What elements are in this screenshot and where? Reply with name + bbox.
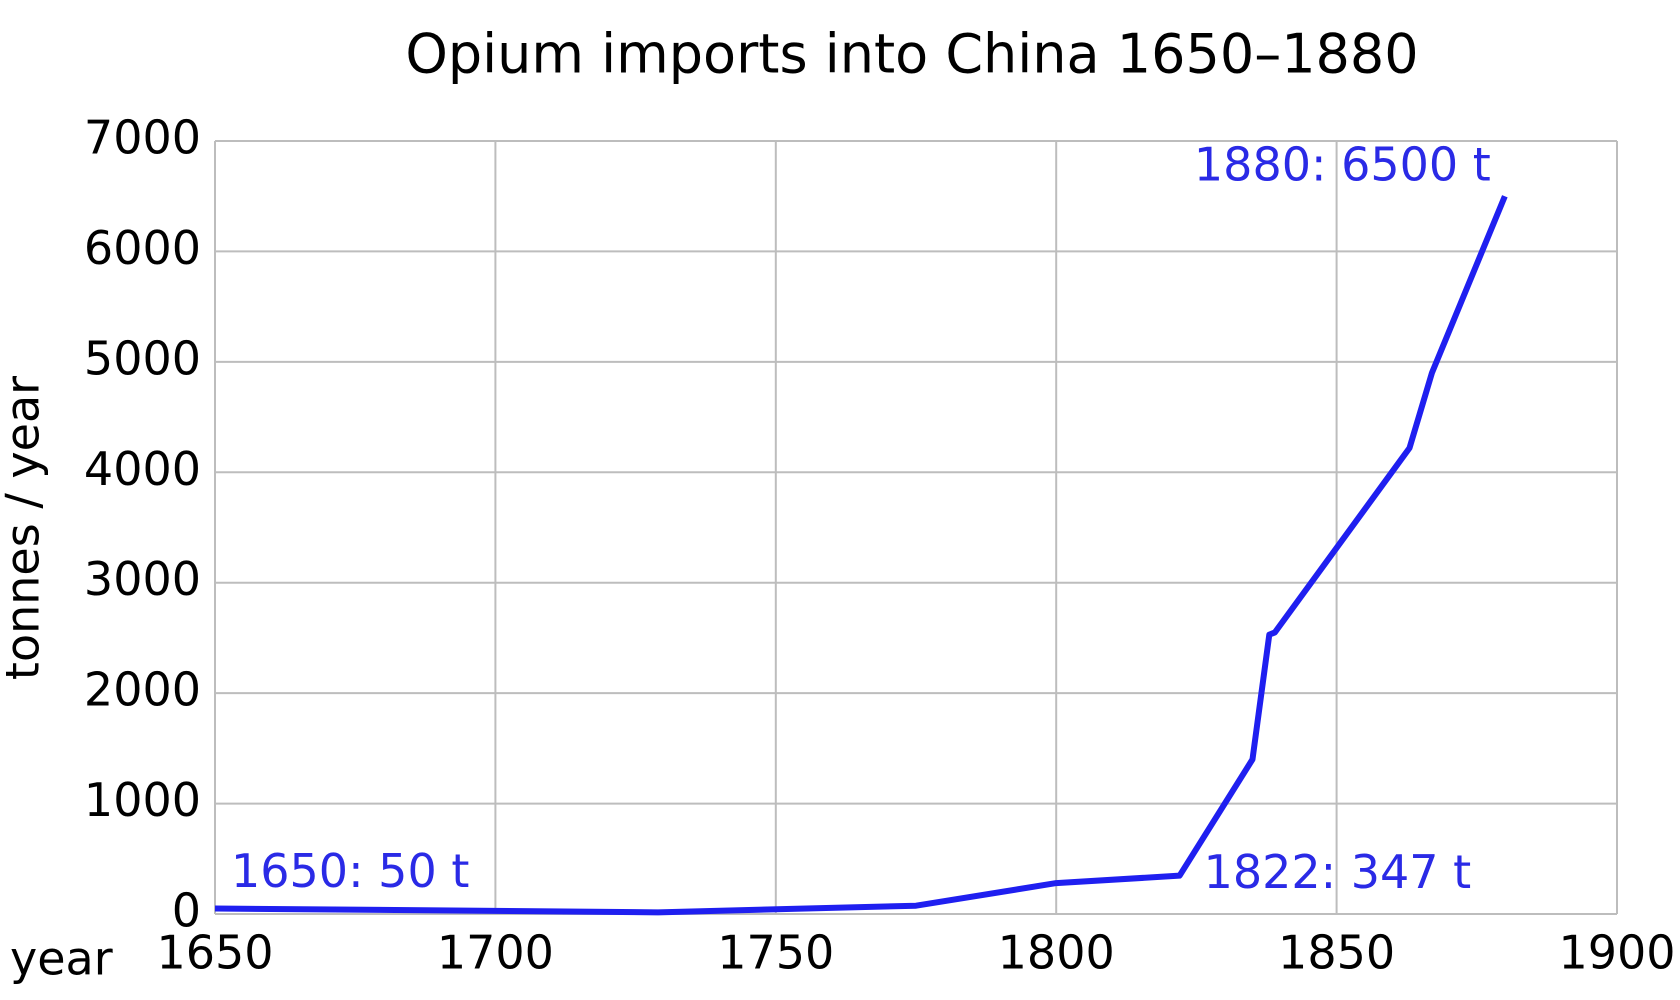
x-tick-label: 1900 xyxy=(1558,926,1675,980)
chart-title: Opium imports into China 1650–1880 xyxy=(405,23,1418,86)
y-tick-label: 0 xyxy=(172,884,201,938)
data-label: 1822: 347 t xyxy=(1204,845,1472,899)
x-tick-label: 1850 xyxy=(1278,926,1395,980)
data-label: 1880: 6500 t xyxy=(1194,138,1491,192)
y-tick-label: 4000 xyxy=(84,442,201,496)
x-tick-label: 1800 xyxy=(998,926,1115,980)
x-axis-label: year xyxy=(10,932,113,986)
y-tick-label: 5000 xyxy=(84,331,201,385)
y-tick-label: 3000 xyxy=(84,552,201,606)
y-tick-label: 7000 xyxy=(84,111,201,165)
x-tick-label: 1650 xyxy=(156,926,273,980)
y-tick-label: 6000 xyxy=(84,221,201,275)
data-line xyxy=(214,195,1508,916)
data-label: 1650: 50 t xyxy=(231,844,469,898)
y-tick-label: 2000 xyxy=(84,663,201,717)
y-axis-label: tonnes / year xyxy=(0,376,50,680)
x-tick-label: 1750 xyxy=(717,926,834,980)
x-tick-label: 1700 xyxy=(437,926,554,980)
y-tick-label: 1000 xyxy=(84,773,201,827)
